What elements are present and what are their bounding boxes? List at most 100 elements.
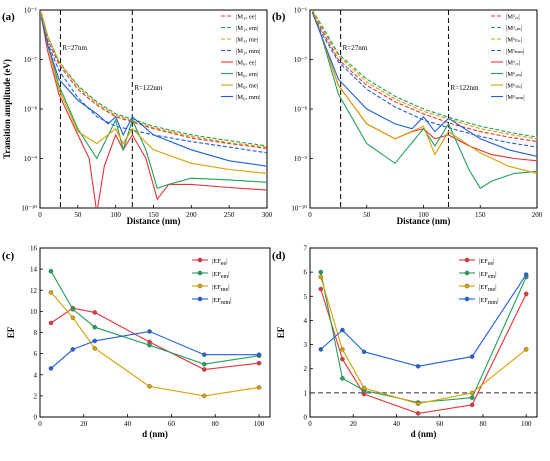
y-tick-label: 4 <box>34 371 38 379</box>
series-line-0 <box>40 14 267 149</box>
legend-marker <box>464 270 470 276</box>
data-point <box>92 338 98 344</box>
data-point <box>256 352 262 357</box>
y-tick-label: 16 <box>30 245 38 253</box>
series-line-1 <box>320 271 527 404</box>
plot-frame <box>309 247 538 418</box>
series-line-0 <box>311 10 537 143</box>
panel-label: (a) <box>2 11 15 23</box>
y-tick-label: 6 <box>304 269 308 277</box>
y-tick-label: 10⁻¹⁰ <box>291 205 307 213</box>
legend-entry: |EFme| <box>479 284 497 293</box>
legend-entry: |EFem| <box>212 271 230 280</box>
data-point <box>415 401 421 407</box>
x-tick-label: 250 <box>224 211 235 219</box>
x-tick-label: 100 <box>521 420 532 428</box>
data-point <box>201 367 207 372</box>
chart-panel-2: 0 20 40 60 80 100 0 2 4 6 8 10 12 14 16 d (nm) EF (c) |EFe… <box>2 245 271 439</box>
y-tick-label: 10⁻⁷ <box>24 56 38 64</box>
y-tick-label: 6 <box>34 350 38 358</box>
legend-entry: |M¹ₘₘ| <box>506 48 524 55</box>
x-axis-title: Distance (nm) <box>127 216 181 226</box>
plot-frame <box>39 9 268 209</box>
data-point <box>340 356 345 362</box>
data-point <box>48 366 54 371</box>
x-tick-label: 100 <box>254 420 265 428</box>
y-tick-label: 2 <box>304 365 308 373</box>
legend-entry: |M⁶ₑₑ| <box>506 60 520 67</box>
y-tick-label: 2 <box>34 392 38 400</box>
x-tick-label: 0 <box>308 420 312 428</box>
legend-entry: |M₁ₓ em| <box>236 25 258 32</box>
y-tick-label: 10⁻⁸ <box>294 106 308 114</box>
series-line-3 <box>50 330 259 369</box>
y-tick-label: 10 <box>30 308 38 316</box>
legend-entry: |M⁶ₘₘ| <box>506 94 525 101</box>
legend-entry: |M¹ₑₘ| <box>506 25 522 32</box>
x-tick-label: 60 <box>168 420 176 428</box>
data-point <box>256 360 262 366</box>
series-line-6 <box>40 12 267 174</box>
legend-entry: |M₁ₓ mm| <box>236 48 260 55</box>
legend-marker <box>464 296 470 302</box>
panel-label: (d) <box>272 250 286 262</box>
plot-area <box>40 10 267 208</box>
y-tick-label: 10⁻¹⁰ <box>21 205 37 213</box>
reference-label: R=122nm <box>134 84 163 92</box>
plot-frame <box>39 247 271 418</box>
x-tick-label: 20 <box>80 420 88 428</box>
data-point <box>92 310 98 315</box>
plot-area <box>48 268 262 399</box>
x-tick-label: 50 <box>74 211 82 219</box>
data-point <box>523 272 529 277</box>
series-line-5 <box>40 14 267 190</box>
legend-marker <box>197 296 203 302</box>
series-line-5 <box>311 10 537 190</box>
x-tick-label: 60 <box>436 420 444 428</box>
y-tick-label: 12 <box>30 287 38 295</box>
y-tick-label: 7 <box>304 245 308 253</box>
legend-entry: |EFmm| <box>212 297 232 306</box>
y-tick-label: 8 <box>34 329 38 337</box>
data-point <box>147 329 152 334</box>
y-axis-title: Transition amplitude (eV) <box>2 59 12 159</box>
legend-entry: |M¹ₑₑ| <box>506 14 520 21</box>
series-line-3 <box>320 274 527 367</box>
x-tick-label: 0 <box>308 211 312 219</box>
series-line-7 <box>40 17 267 167</box>
reference-label: R=27nm <box>343 44 368 52</box>
panel-label: (c) <box>2 250 15 262</box>
data-point <box>48 268 54 274</box>
y-tick-label: 10⁻⁶ <box>294 7 308 15</box>
chart-panel-3: 0 20 40 60 80 100 0 1 2 3 4 5 6 7 d (nm) EF (d) |EFee| |EF… <box>272 245 538 439</box>
y-tick-label: 10⁻⁹ <box>294 155 308 163</box>
data-point <box>340 376 345 381</box>
data-point <box>92 346 98 351</box>
data-point <box>361 385 367 391</box>
data-point <box>256 385 262 390</box>
x-axis-title: d (nm) <box>411 429 437 439</box>
reference-label: R=122nm <box>450 84 479 92</box>
y-tick-label: 10⁻⁷ <box>294 56 308 64</box>
data-point <box>48 290 54 295</box>
data-point <box>523 291 529 297</box>
y-tick-label: 4 <box>304 317 308 325</box>
legend-marker <box>197 283 203 289</box>
data-point <box>48 320 54 326</box>
reference-label: R=27nm <box>62 44 87 52</box>
y-axis-title: EF <box>6 326 16 338</box>
legend-entry: |M¹ₘₑ| <box>506 37 522 44</box>
x-tick-label: 40 <box>124 420 132 428</box>
y-tick-label: 5 <box>304 293 308 301</box>
x-tick-label: 80 <box>479 420 487 428</box>
y-tick-label: 0 <box>34 414 38 422</box>
y-tick-label: 3 <box>304 341 308 349</box>
x-tick-label: 50 <box>363 211 371 219</box>
legend-entry: |M₁ₓ me| <box>236 37 258 44</box>
x-tick-label: 150 <box>148 211 159 219</box>
series-line-4 <box>311 10 537 162</box>
data-point <box>318 269 324 275</box>
series-line-2 <box>320 276 527 405</box>
legend-marker <box>464 257 470 263</box>
